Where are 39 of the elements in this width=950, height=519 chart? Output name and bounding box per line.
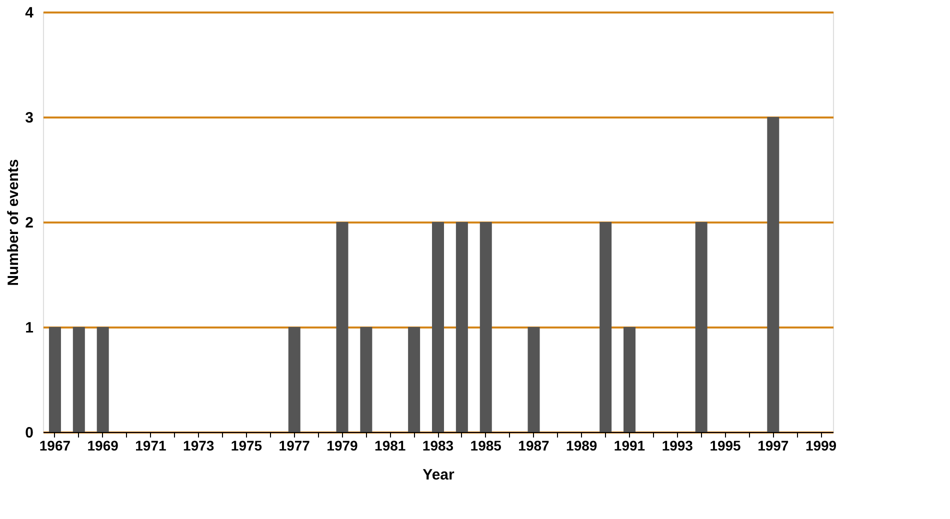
y-tick-label: 2	[25, 214, 34, 232]
x-tick-label: 1969	[87, 438, 119, 454]
bar	[432, 222, 444, 432]
bar	[72, 327, 85, 432]
bar	[336, 222, 348, 432]
x-tick-label: 1977	[278, 438, 310, 454]
x-tick-label: 1973	[183, 438, 214, 454]
bar	[360, 327, 372, 432]
y-tick-label: 1	[25, 320, 34, 336]
x-tick-label: 1991	[614, 438, 646, 454]
x-tick-label: 1971	[135, 438, 167, 454]
x-tick-label: 1995	[710, 438, 742, 454]
bar	[695, 222, 708, 432]
bar	[600, 222, 612, 432]
bar	[528, 327, 540, 432]
x-tick-label: 1979	[326, 438, 358, 454]
y-tick-label: 3	[25, 110, 34, 126]
x-tick-label: 1981	[374, 438, 406, 454]
bar	[624, 327, 636, 432]
x-tick-label: 1987	[518, 438, 550, 454]
bar	[456, 222, 468, 432]
bar	[48, 327, 61, 432]
y-tick-label: 0	[25, 424, 34, 442]
x-tick-label: 1993	[662, 438, 694, 454]
y-axis-title: Number of events	[5, 159, 22, 286]
x-tick-label: 1985	[470, 438, 502, 454]
bar	[767, 117, 780, 432]
bar	[408, 327, 420, 432]
y-tick-label: 4	[25, 4, 34, 22]
bar	[96, 327, 109, 432]
x-tick-label: 1975	[230, 438, 262, 454]
x-tick-label: 1989	[566, 438, 598, 454]
x-tick-label: 1983	[422, 438, 454, 454]
x-tick-label: 1999	[805, 438, 837, 454]
x-tick-label: 1997	[758, 438, 789, 454]
bar	[480, 222, 492, 432]
x-axis-title: Year	[422, 466, 455, 484]
x-tick-label: 1967	[39, 438, 71, 454]
bar	[288, 327, 300, 432]
